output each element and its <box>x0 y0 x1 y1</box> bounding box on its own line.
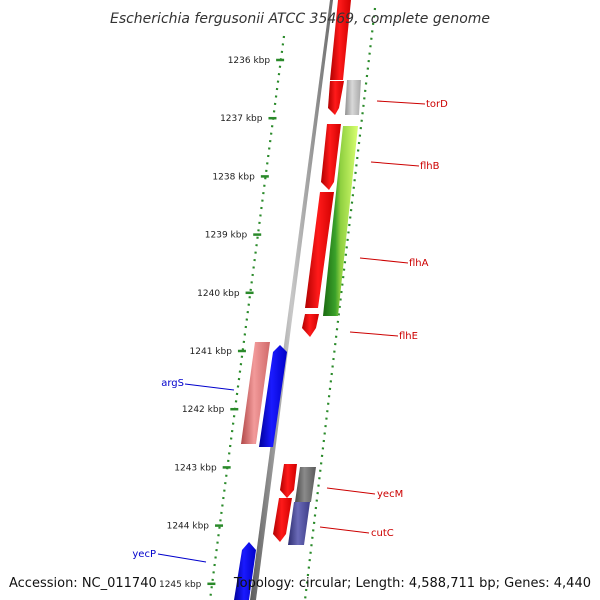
cds-feature-top[interactable] <box>330 0 351 80</box>
gene-label-flha[interactable]: flhA <box>409 258 429 269</box>
scale-tick-label: 1238 kbp <box>212 172 255 182</box>
accession-text: Accession: NC_011740 <box>9 576 157 591</box>
cds-feature-flhb-flha-green[interactable] <box>323 126 358 316</box>
cds-features <box>234 0 361 600</box>
scale-guide-line <box>208 35 286 600</box>
leader-yecm <box>326 487 376 495</box>
gene-label-cutc[interactable]: cutC <box>371 528 394 539</box>
cds-feature-tord-upstream[interactable] <box>328 81 344 115</box>
scale-tick-label: 1242 kbp <box>182 405 225 415</box>
cds-feature-yecm[interactable] <box>280 464 297 498</box>
cds-feature-tord[interactable] <box>345 80 361 115</box>
gene-label-yecm[interactable]: yecM <box>377 489 403 500</box>
gene-label-args[interactable]: argS <box>161 378 184 389</box>
scale-tick-label: 1237 kbp <box>220 114 263 124</box>
gene-label-yecp[interactable]: yecP <box>132 549 156 560</box>
gene-label-flhb[interactable]: flhB <box>420 161 440 172</box>
cds-feature-cutc-upstream[interactable] <box>273 498 292 542</box>
cds-feature-args[interactable] <box>259 345 287 447</box>
cds-feature-yecm-gray[interactable] <box>295 467 316 502</box>
scale-tick-label: 1241 kbp <box>190 347 233 357</box>
leader-flhb <box>370 161 420 167</box>
leader-yecp <box>157 553 207 563</box>
scale-tick-label: 1240 kbp <box>197 289 240 299</box>
gene-label-leaders <box>157 100 426 563</box>
scale-tick-label: 1243 kbp <box>174 463 217 473</box>
cds-feature-yecp[interactable] <box>234 542 256 600</box>
cds-feature-cutc[interactable] <box>288 502 310 545</box>
scale-ticks: 1236 kbp 1237 kbp 1238 kbp 1239 kbp 1240 kbp… <box>159 56 285 590</box>
gene-label-tord[interactable]: torD <box>426 99 448 110</box>
cds-feature-flha[interactable] <box>305 192 334 308</box>
cds-feature-flhe[interactable] <box>302 314 319 337</box>
track-guides <box>208 7 377 600</box>
scale-tick-label: 1236 kbp <box>228 56 271 66</box>
leader-cutc <box>319 526 370 534</box>
map-title: Escherichia fergusonii ATCC 35469, compl… <box>110 11 490 27</box>
leader-args <box>184 383 235 391</box>
gene-label-flhe[interactable]: flhE <box>399 331 418 342</box>
cds-feature-flhb[interactable] <box>321 124 341 190</box>
scale-tick-label: 1244 kbp <box>167 522 210 532</box>
cds-feature-args-pink[interactable] <box>241 342 270 444</box>
outer-track-guide-line <box>303 7 377 600</box>
genome-backbone <box>250 0 333 600</box>
leader-flha <box>359 257 409 264</box>
leader-tord <box>376 100 426 105</box>
gene-labels: torD flhB flhA flhE argS yecM cutC yecP <box>132 99 448 560</box>
scale-tick-label: 1245 kbp <box>159 580 202 590</box>
topology-text: Topology: circular; Length: 4,588,711 bp… <box>233 576 591 591</box>
scale-tick-label: 1239 kbp <box>205 231 248 241</box>
leader-flhe <box>349 331 399 337</box>
